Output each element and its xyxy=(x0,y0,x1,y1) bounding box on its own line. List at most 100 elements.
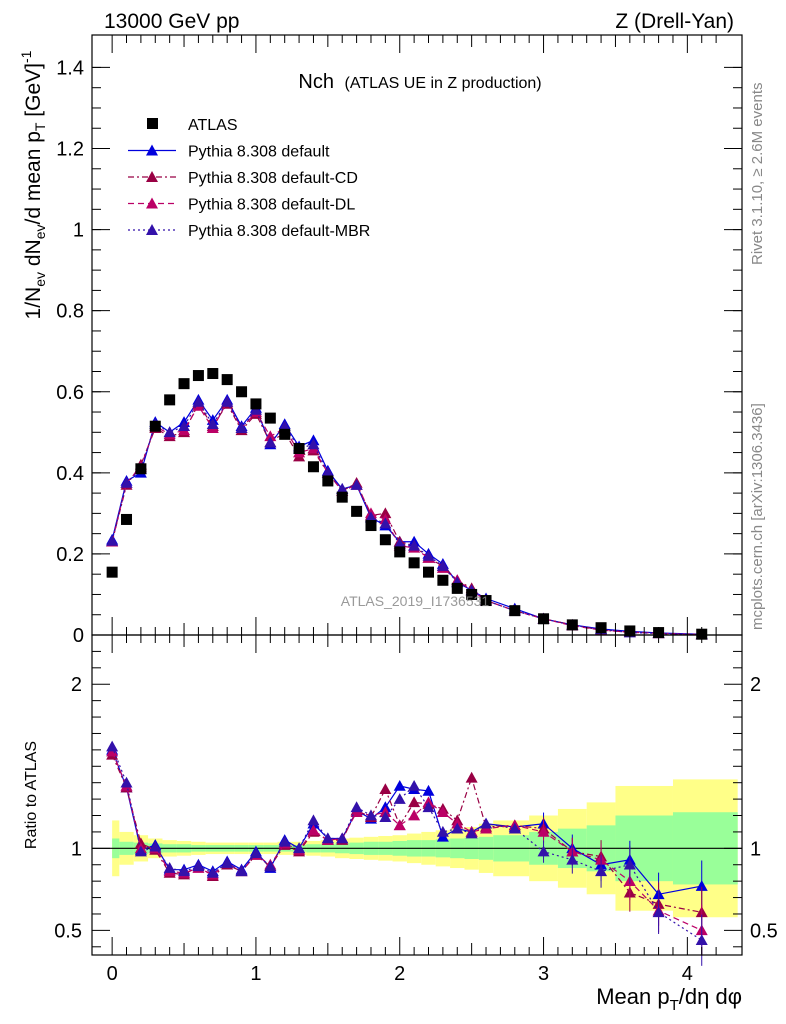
series-line xyxy=(111,751,702,931)
data-point xyxy=(293,443,305,455)
main-axes: 0 0.2 0.4 0.6 0.8 1 1.2 1.4 xyxy=(56,35,742,647)
data-point xyxy=(307,461,319,473)
data-point xyxy=(321,832,334,844)
data-point xyxy=(221,857,234,868)
y-tick-label: 1.2 xyxy=(56,139,84,161)
data-point xyxy=(264,860,277,872)
data-point xyxy=(422,549,435,561)
data-point xyxy=(379,517,392,529)
legend-entry: Pythia 8.308 default-DL xyxy=(128,197,355,214)
data-point xyxy=(408,809,421,821)
ratio-axes: 0 1 2 3 4 0.5 0.5 1 1 2 2 xyxy=(54,635,778,985)
data-point xyxy=(178,378,190,390)
legend-marker xyxy=(146,224,158,235)
data-point xyxy=(134,845,147,857)
header-right: Z (Drell-Yan) xyxy=(615,10,734,33)
y-tick-label: 0.4 xyxy=(56,463,84,485)
legend-label: Pythia 8.308 default-DL xyxy=(188,197,355,214)
data-point xyxy=(235,865,248,877)
data-point xyxy=(566,619,578,631)
y-tick-label: 2 xyxy=(71,674,82,696)
data-point xyxy=(207,368,219,380)
data-point xyxy=(422,801,435,813)
data-point xyxy=(652,906,665,918)
x-tick-label: 2 xyxy=(394,963,405,985)
series-atlas xyxy=(106,368,708,640)
data-point xyxy=(307,438,320,450)
legend-label: ATLAS xyxy=(188,117,238,134)
data-point xyxy=(293,842,306,854)
data-point xyxy=(408,539,421,551)
watermark: ATLAS_2019_I1736531 xyxy=(341,593,490,609)
data-point xyxy=(480,817,493,829)
ratio-xlabel: Mean pT/dη dφ xyxy=(596,984,742,1014)
legend: ATLAS Pythia 8.308 default Pythia 8.308 de… xyxy=(128,117,370,240)
x-tick-label: 3 xyxy=(538,963,549,985)
data-point xyxy=(164,394,176,406)
data-point xyxy=(695,880,708,891)
data-point xyxy=(178,865,191,877)
legend-entry: Pythia 8.308 default-CD xyxy=(128,170,358,187)
legend-entry: ATLAS xyxy=(147,117,238,134)
y-tick-label-right: 1 xyxy=(750,838,761,860)
legend-marker xyxy=(146,171,158,182)
data-point xyxy=(235,422,248,434)
data-point xyxy=(379,783,392,795)
data-point xyxy=(379,811,392,822)
x-tick-label: 1 xyxy=(250,963,261,985)
main-marks xyxy=(106,368,708,640)
y-tick-label: 1.4 xyxy=(56,57,84,79)
data-point xyxy=(451,822,464,834)
y-tick-label: 1 xyxy=(73,220,84,242)
y-tick-label: 0.2 xyxy=(56,544,84,566)
data-point xyxy=(465,827,478,839)
data-point xyxy=(509,605,521,617)
data-point xyxy=(106,740,119,752)
data-point xyxy=(394,546,406,558)
data-point xyxy=(365,520,377,532)
data-point xyxy=(437,574,449,586)
data-point xyxy=(321,466,334,478)
plot-title-sub: (ATLAS UE in Z production) xyxy=(345,75,542,92)
data-point xyxy=(422,784,435,796)
legend-label: Pythia 8.308 default-MBR xyxy=(188,223,370,240)
y-tick-label: 1 xyxy=(71,838,82,860)
data-point xyxy=(120,476,133,488)
legend-entry: Pythia 8.308 default-MBR xyxy=(128,223,370,240)
data-point xyxy=(393,819,406,831)
ratio-ylabel: Ratio to ATLAS xyxy=(23,741,40,849)
data-point xyxy=(236,386,248,398)
data-point xyxy=(408,779,421,791)
data-point xyxy=(566,853,579,865)
data-point xyxy=(465,771,478,783)
data-point xyxy=(508,822,521,834)
data-point xyxy=(264,430,277,442)
data-point xyxy=(163,426,176,438)
plot-title-main: Nch xyxy=(298,71,334,93)
data-point xyxy=(249,847,262,859)
data-point xyxy=(178,420,191,432)
data-point xyxy=(192,395,205,407)
plot-title: Nch (ATLAS UE in Z production) xyxy=(298,71,541,93)
legend-label: Pythia 8.308 default xyxy=(188,144,330,161)
data-point xyxy=(221,374,233,386)
data-point xyxy=(393,779,406,791)
data-point xyxy=(264,412,276,424)
legend-entry: Pythia 8.308 default xyxy=(128,144,330,161)
data-point xyxy=(408,796,421,808)
data-point xyxy=(480,595,492,607)
x-tick-label: 4 xyxy=(682,963,693,985)
data-point xyxy=(250,398,262,410)
data-point xyxy=(537,825,550,837)
y-tick-label: 0.8 xyxy=(56,301,84,323)
data-point xyxy=(120,776,133,788)
data-point xyxy=(336,483,349,494)
data-point xyxy=(350,479,363,490)
data-point xyxy=(436,560,449,571)
data-point xyxy=(106,534,119,546)
ratio-panel: 0 1 2 3 4 0.5 0.5 1 1 2 2 Ratio to ATLAS Mean pT/d… xyxy=(23,634,778,1014)
data-point xyxy=(595,865,608,877)
data-point xyxy=(121,513,133,525)
data-point xyxy=(336,491,348,503)
y-tick-label-right: 0.5 xyxy=(750,920,778,942)
